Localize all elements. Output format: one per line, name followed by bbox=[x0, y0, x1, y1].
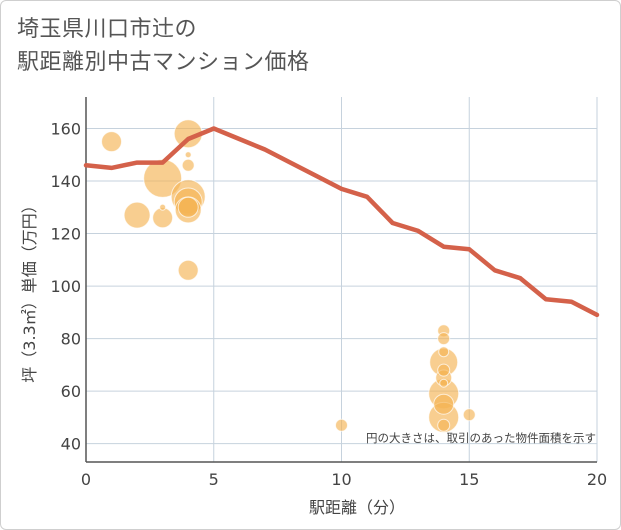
data-point bbox=[335, 418, 348, 432]
data-point bbox=[437, 332, 451, 346]
data-point bbox=[177, 259, 199, 281]
data-point bbox=[143, 158, 183, 198]
y-tick-label: 100 bbox=[50, 277, 81, 296]
y-tick-label: 120 bbox=[50, 225, 81, 244]
data-point bbox=[101, 131, 123, 153]
data-point bbox=[439, 378, 449, 388]
x-axis-label: 駅距離（分） bbox=[309, 498, 405, 517]
trend-line bbox=[83, 126, 600, 318]
chart-title-line2: 駅距離別中古マンション価格 bbox=[17, 50, 310, 75]
chart-title: 埼玉県川口市辻の 駅距離別中古マンション価格 bbox=[17, 13, 310, 79]
data-points bbox=[101, 119, 476, 433]
x-tick-label: 5 bbox=[209, 470, 219, 489]
x-tick-label: 10 bbox=[331, 470, 351, 489]
data-point bbox=[438, 346, 450, 358]
axes: 40 60 80 100 120 140 160 0 5 10 15 20 bbox=[50, 97, 607, 489]
x-tick-label: 15 bbox=[459, 470, 479, 489]
x-tick-label: 20 bbox=[587, 470, 607, 489]
size-annotation: 円の大きさは、取引のあった物件面積を示す bbox=[366, 431, 596, 445]
x-tick-label: 0 bbox=[81, 470, 91, 489]
axis-labels: 駅距離（分） 坪（3.3㎡）単価（万円） 円の大きさは、取引のあった物件面積を示… bbox=[20, 197, 596, 517]
data-point bbox=[152, 207, 174, 229]
y-tick-label: 140 bbox=[50, 172, 81, 191]
data-point bbox=[437, 418, 451, 432]
data-point bbox=[181, 158, 195, 172]
chart-title-line1: 埼玉県川口市辻の bbox=[17, 17, 198, 42]
data-point bbox=[123, 201, 151, 229]
trend-line-group bbox=[83, 126, 600, 318]
data-point bbox=[177, 196, 199, 218]
y-tick-label: 40 bbox=[61, 435, 81, 454]
y-axis-label: 坪（3.3㎡）単価（万円） bbox=[20, 197, 39, 382]
data-point bbox=[433, 393, 455, 415]
y-tick-label: 80 bbox=[61, 330, 81, 349]
data-point bbox=[184, 151, 192, 159]
y-tick-label: 160 bbox=[50, 120, 81, 139]
y-tick-label: 60 bbox=[61, 382, 81, 401]
data-point bbox=[159, 203, 167, 211]
data-point bbox=[462, 408, 476, 422]
data-point bbox=[437, 363, 451, 377]
